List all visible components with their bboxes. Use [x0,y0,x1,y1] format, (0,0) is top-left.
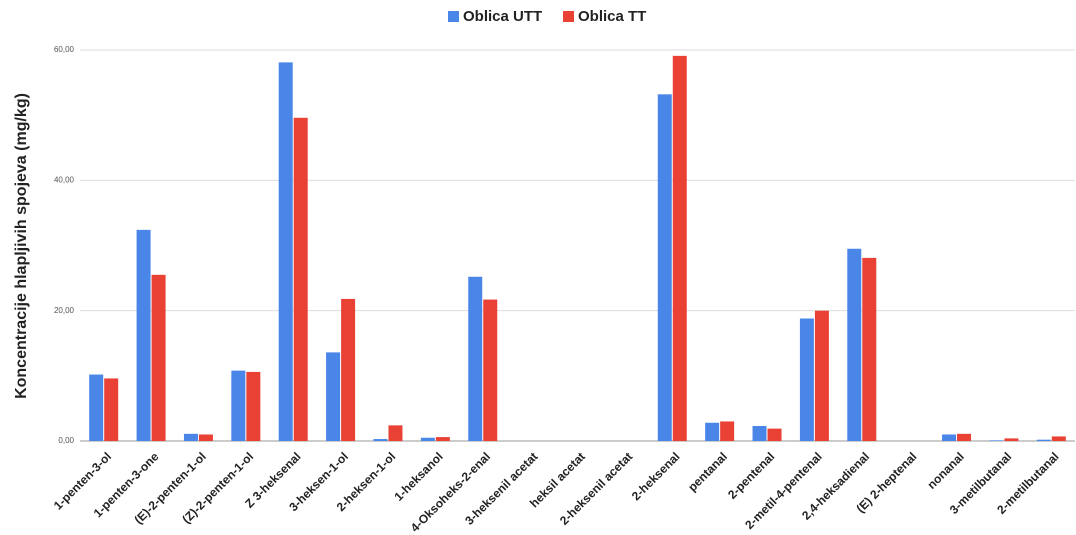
bar [246,371,261,441]
y-tick-label: 40,00 [54,175,75,184]
bar [657,94,672,442]
legend-label: Oblica TT [578,8,646,25]
bar [847,248,862,441]
legend-swatch [563,11,574,22]
bar [373,439,388,441]
bar [183,433,198,441]
bar [278,62,293,442]
bar [326,352,341,441]
y-axis-title: Koncentracije hlapljivih spojeva (mg/kg) [13,93,30,399]
bar [104,378,119,441]
bar [136,229,151,441]
x-tick-label: nonanal [924,449,966,491]
bar [89,374,104,441]
bar [720,421,735,441]
y-tick-label: 20,00 [54,306,75,315]
bar [989,440,1004,441]
bar [814,310,829,441]
bar [435,437,450,441]
bar [151,274,166,441]
bar [942,434,957,441]
bar [420,437,435,441]
bar [767,428,782,441]
legend-swatch [448,11,459,22]
x-tick-label: 4-Oksoheks-2-enal [408,449,493,534]
bar [468,276,483,441]
bar [1036,439,1051,441]
bar [231,370,246,441]
bar [388,425,403,441]
bar [483,299,498,441]
bar [198,434,213,441]
bar [672,55,687,442]
x-tick-label: 2-heksenal [629,449,683,503]
bar [705,422,720,441]
bar [752,426,767,441]
bar [1004,438,1019,441]
bar [293,117,308,442]
y-tick-label: 60,00 [54,45,75,54]
bar [862,257,877,441]
bar [957,433,972,441]
legend-label: Oblica UTT [463,8,542,25]
bar [1051,436,1066,441]
bar [341,298,356,441]
x-tick-label: pentanal [685,449,730,494]
bar [799,318,814,441]
y-tick-label: 0,00 [58,436,74,445]
